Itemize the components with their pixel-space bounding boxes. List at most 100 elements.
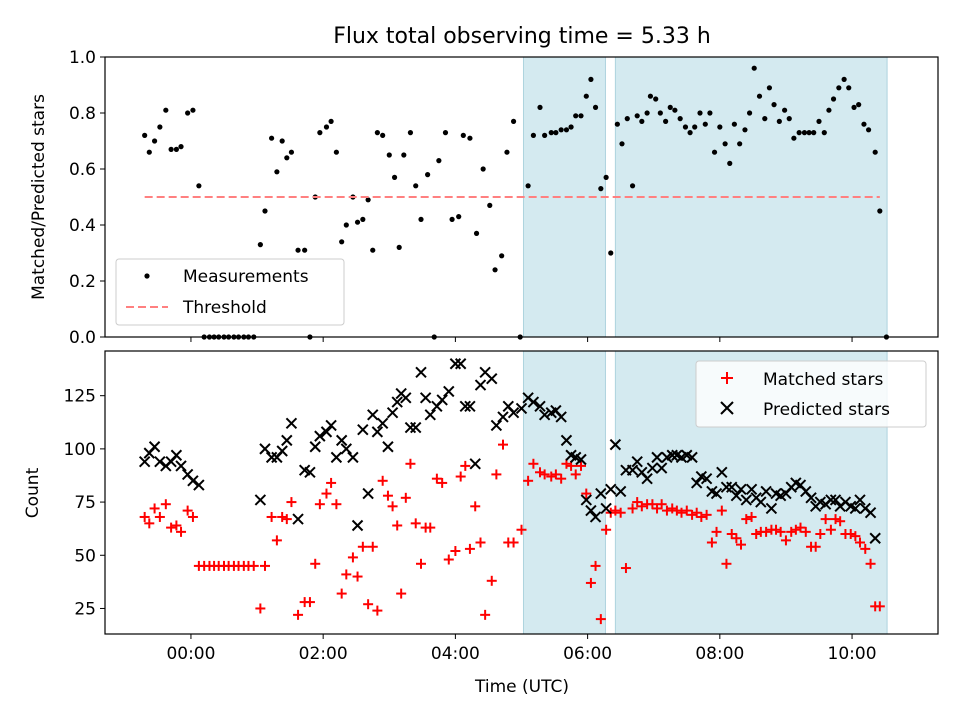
data-point xyxy=(548,130,554,136)
x-stroke-b xyxy=(614,485,627,498)
data-point xyxy=(692,124,698,130)
data-point xyxy=(507,406,520,419)
data-point xyxy=(187,511,198,522)
data-point xyxy=(756,93,763,99)
data-point xyxy=(193,479,205,491)
data-point xyxy=(836,85,842,91)
x-stroke-b xyxy=(351,519,364,532)
data-point xyxy=(647,93,654,99)
data-point xyxy=(710,487,723,500)
data-point xyxy=(454,358,467,370)
x-stroke-b xyxy=(469,458,481,470)
data-point xyxy=(343,222,349,228)
x-stroke-b xyxy=(585,504,597,517)
x-stroke-b xyxy=(690,477,703,489)
x-stroke-b xyxy=(755,496,767,508)
data-point xyxy=(363,599,374,610)
x-stroke-b xyxy=(814,496,827,508)
data-point xyxy=(546,471,557,482)
x-stroke-b xyxy=(285,417,298,430)
y-tick-label: 50 xyxy=(74,546,96,566)
data-point xyxy=(419,392,432,404)
x-stroke-b xyxy=(454,358,467,370)
x-stroke-b xyxy=(631,455,643,468)
data-point xyxy=(701,509,712,520)
data-point xyxy=(537,104,543,110)
data-point xyxy=(293,609,304,620)
data-point xyxy=(527,396,540,408)
data-point xyxy=(711,526,722,537)
data-point xyxy=(190,107,196,113)
data-point xyxy=(259,560,270,571)
x-stroke-b xyxy=(745,483,758,496)
y-tick-label: 0.2 xyxy=(69,272,96,292)
x-stroke-b xyxy=(259,443,271,455)
data-point xyxy=(716,505,727,516)
data-point xyxy=(755,496,767,508)
data-point xyxy=(400,492,411,503)
legend-measurements-marker xyxy=(144,273,150,279)
data-point xyxy=(877,208,883,214)
x-stroke-b xyxy=(706,485,718,498)
data-point xyxy=(657,110,663,116)
y-tick-label: 0.6 xyxy=(69,160,96,180)
x-stroke-b xyxy=(651,451,663,464)
x-stroke-b xyxy=(148,441,161,453)
data-point xyxy=(460,460,471,471)
data-point xyxy=(609,438,622,451)
data-point xyxy=(276,445,288,457)
x-stroke-b xyxy=(845,500,857,513)
data-point xyxy=(845,528,856,539)
data-point xyxy=(535,467,546,478)
x-stroke-b xyxy=(605,483,617,496)
data-point xyxy=(508,537,519,548)
x-stroke-b xyxy=(589,511,602,523)
data-point xyxy=(486,372,498,385)
x-stroke-b xyxy=(362,487,374,500)
data-point xyxy=(671,505,682,516)
data-point xyxy=(425,172,431,178)
data-point xyxy=(765,502,778,515)
data-point xyxy=(182,505,193,516)
data-point xyxy=(376,417,389,430)
data-point xyxy=(138,455,151,468)
x-stroke-b xyxy=(646,462,659,474)
data-point xyxy=(619,141,625,147)
data-point xyxy=(323,124,330,130)
data-point xyxy=(328,118,334,124)
data-point xyxy=(436,394,448,406)
x-stroke-b xyxy=(538,409,551,421)
data-point xyxy=(841,76,847,82)
x-stroke-b xyxy=(869,532,881,544)
data-point xyxy=(367,409,379,421)
data-point xyxy=(629,183,636,189)
data-point xyxy=(157,124,163,130)
top-legend-box xyxy=(115,258,345,326)
data-point xyxy=(624,116,630,122)
x-stroke-b xyxy=(854,494,866,506)
data-point xyxy=(672,107,678,113)
data-point xyxy=(761,526,772,537)
data-point xyxy=(791,135,797,141)
data-point xyxy=(413,183,419,189)
y-tick-label: 75 xyxy=(74,493,96,513)
x-stroke-b xyxy=(419,392,432,404)
data-point xyxy=(830,514,841,525)
x-stroke-b xyxy=(626,464,639,476)
data-point xyxy=(142,132,148,138)
data-point xyxy=(279,138,285,144)
data-point xyxy=(310,558,321,569)
data-point xyxy=(281,514,292,525)
data-point xyxy=(697,110,703,116)
data-point xyxy=(741,514,752,525)
x-stroke-b xyxy=(410,421,422,434)
data-point xyxy=(560,434,573,447)
data-point xyxy=(860,543,871,554)
data-point xyxy=(550,469,561,480)
x-stroke-b xyxy=(376,417,389,430)
axes-frame xyxy=(104,56,939,338)
data-point xyxy=(257,242,263,248)
data-point xyxy=(410,518,421,529)
x-stroke-b xyxy=(595,487,607,500)
data-point xyxy=(568,124,574,130)
